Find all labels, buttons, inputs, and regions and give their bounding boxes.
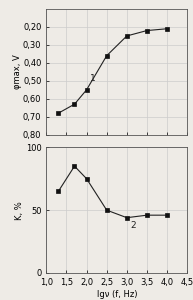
Text: 2: 2 bbox=[131, 221, 136, 230]
X-axis label: lgν (f, Hz): lgν (f, Hz) bbox=[96, 290, 137, 298]
Text: 1: 1 bbox=[90, 74, 96, 83]
Y-axis label: K, %: K, % bbox=[15, 201, 24, 220]
Y-axis label: φmax, V: φmax, V bbox=[13, 55, 22, 89]
